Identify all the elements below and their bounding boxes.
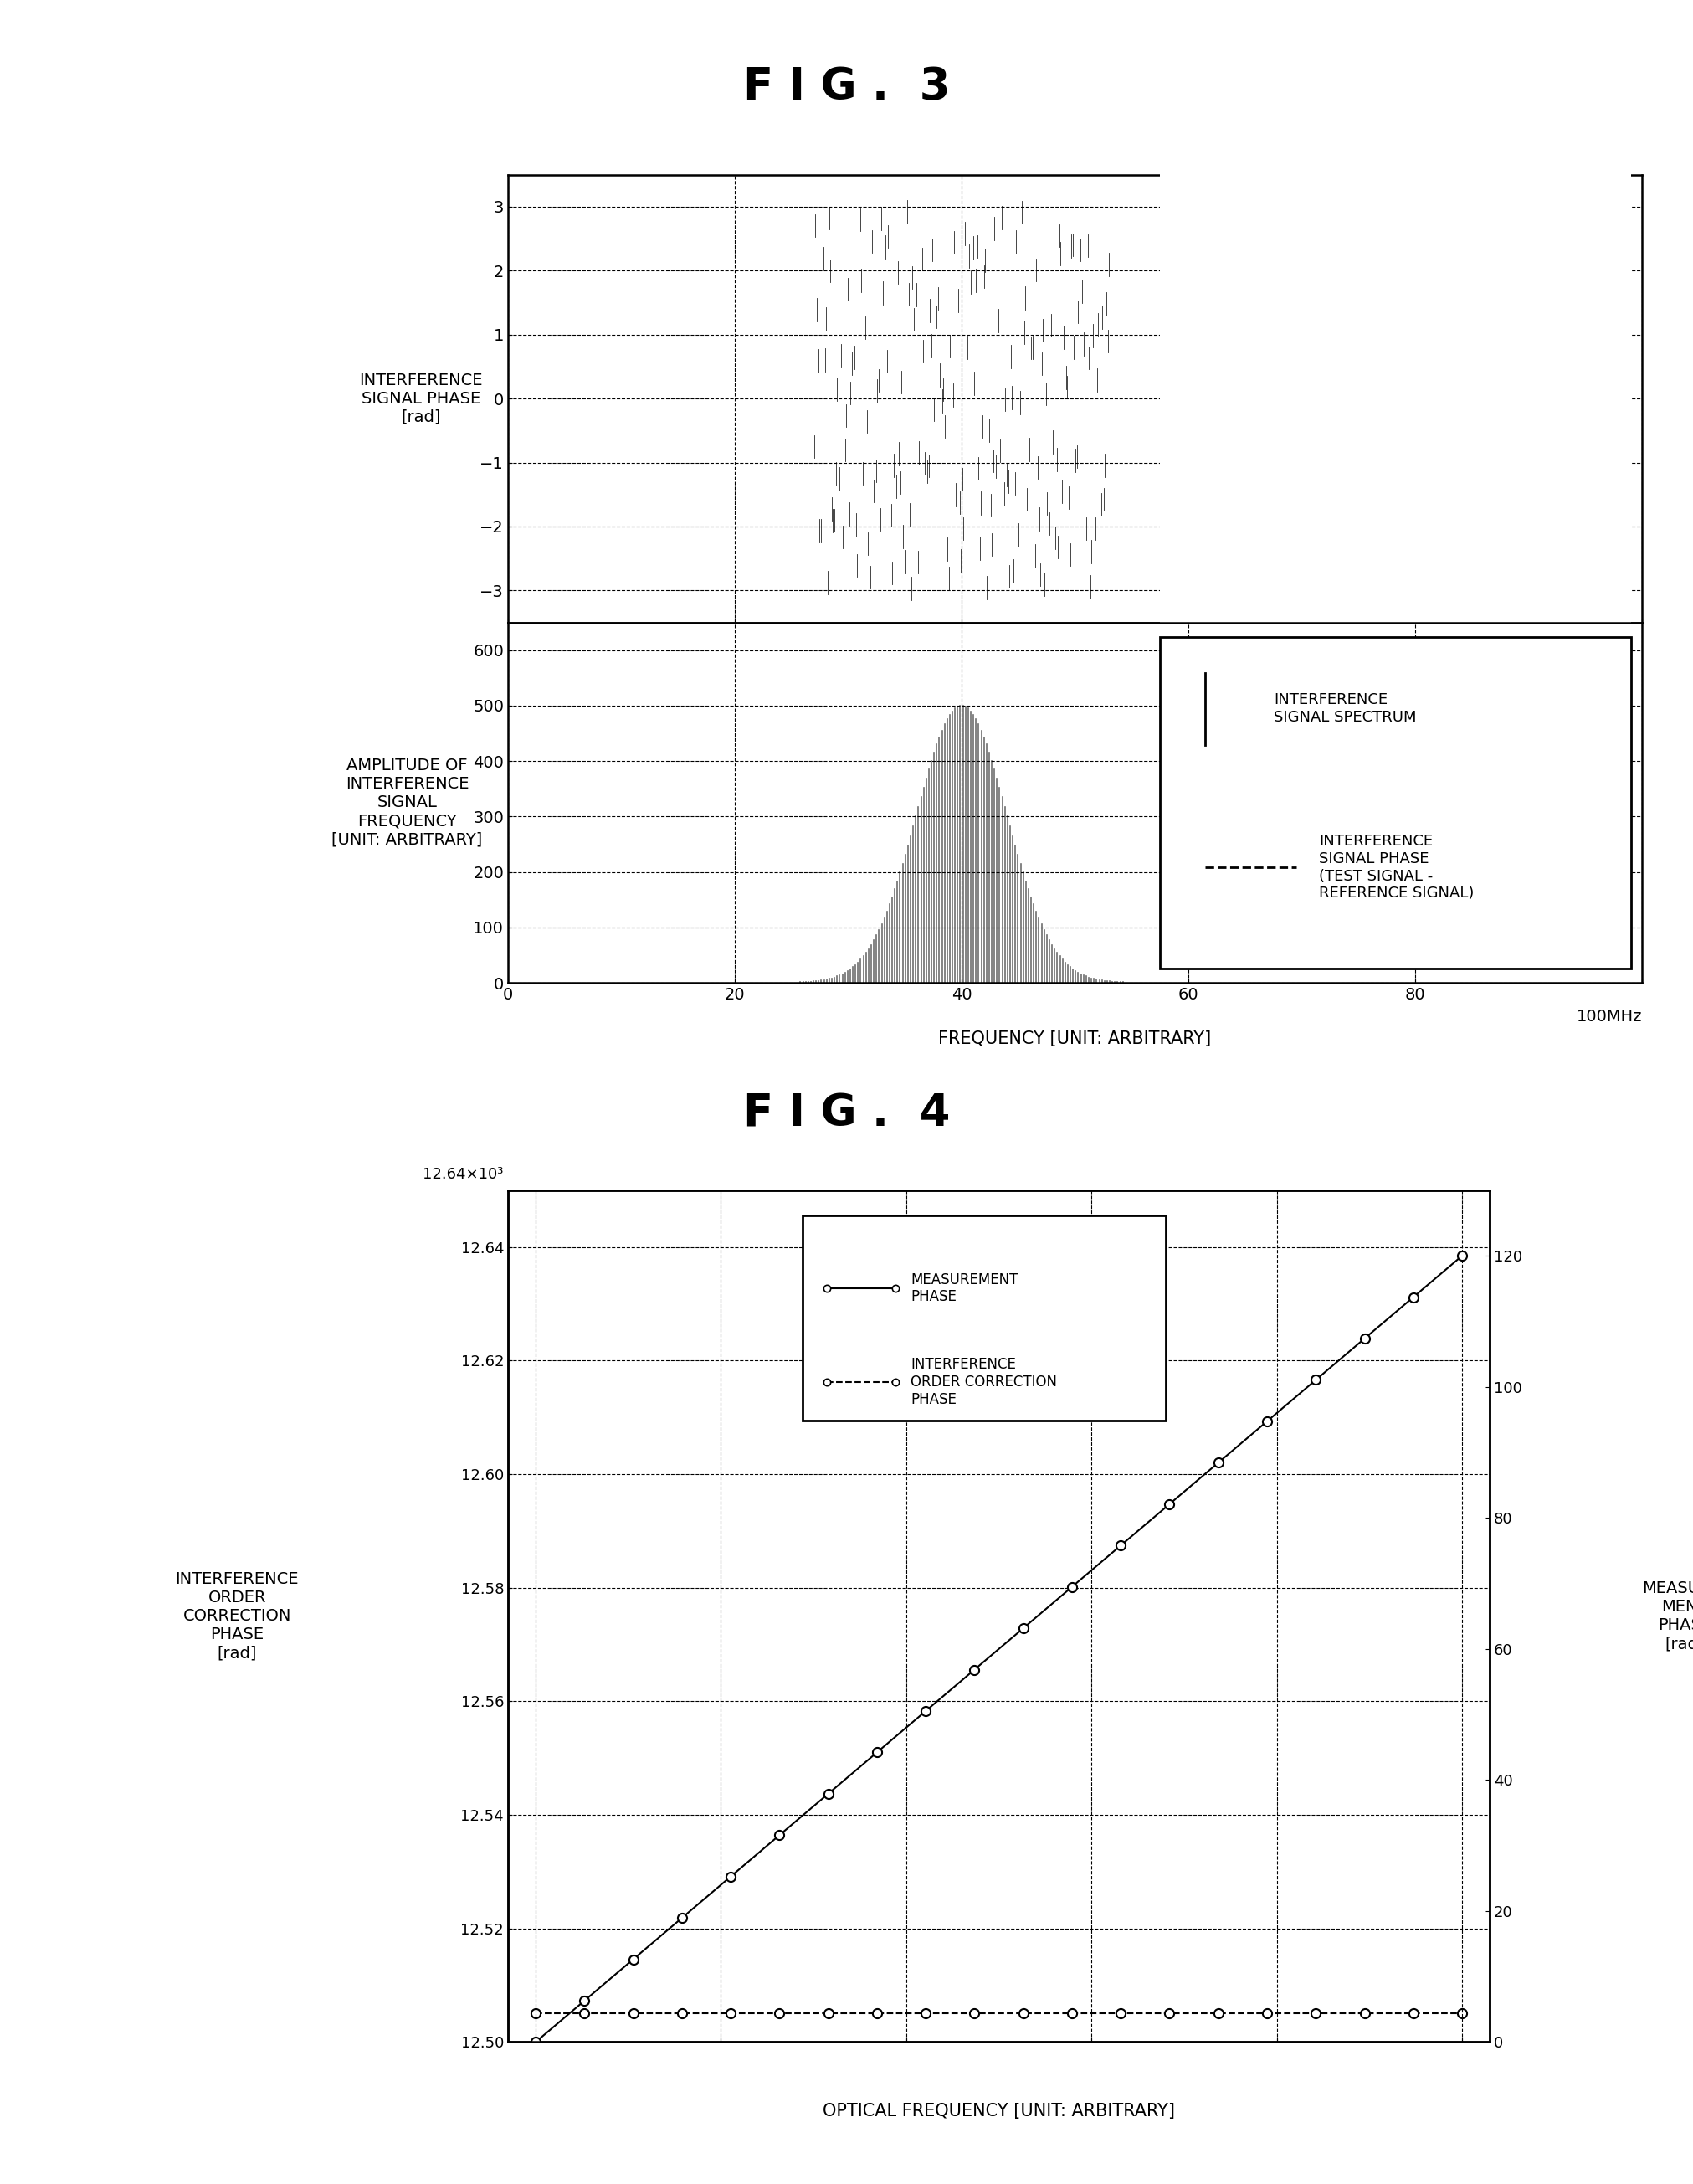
Text: INTERFERENCE
SIGNAL PHASE
(TEST SIGNAL -
REFERENCE SIGNAL): INTERFERENCE SIGNAL PHASE (TEST SIGNAL -… (1319, 834, 1475, 902)
Text: F I G .  4: F I G . 4 (743, 1092, 950, 1136)
Bar (802, 1216, 1166, 1420)
Text: INTERFERENCE
ORDER CORRECTION
PHASE: INTERFERENCE ORDER CORRECTION PHASE (911, 1356, 1056, 1406)
Text: 100MHz: 100MHz (1576, 1009, 1642, 1024)
Text: MEASURE-
MENT
PHASE
[rad]: MEASURE- MENT PHASE [rad] (1642, 1581, 1693, 1651)
Text: MEASUREMENT
PHASE: MEASUREMENT PHASE (911, 1271, 1017, 1304)
Bar (1160, 0, 1630, 2184)
Text: F I G .  3: F I G . 3 (743, 66, 950, 109)
Bar (1160, 638, 1630, 968)
Text: INTERFERENCE
SIGNAL SPECTRUM: INTERFERENCE SIGNAL SPECTRUM (1273, 692, 1417, 725)
Text: AMPLITUDE OF
INTERFERENCE
SIGNAL
FREQUENCY
[UNIT: ARBITRARY]: AMPLITUDE OF INTERFERENCE SIGNAL FREQUEN… (332, 758, 483, 847)
Text: OPTICAL FREQUENCY [UNIT: ARBITRARY]: OPTICAL FREQUENCY [UNIT: ARBITRARY] (823, 2103, 1175, 2121)
Text: 12.64×10³: 12.64×10³ (422, 1166, 503, 1182)
Text: FREQUENCY [UNIT: ARBITRARY]: FREQUENCY [UNIT: ARBITRARY] (938, 1031, 1212, 1048)
Text: INTERFERENCE
SIGNAL PHASE
[rad]: INTERFERENCE SIGNAL PHASE [rad] (359, 371, 483, 426)
Text: INTERFERENCE
ORDER
CORRECTION
PHASE
[rad]: INTERFERENCE ORDER CORRECTION PHASE [rad… (176, 1570, 298, 1662)
